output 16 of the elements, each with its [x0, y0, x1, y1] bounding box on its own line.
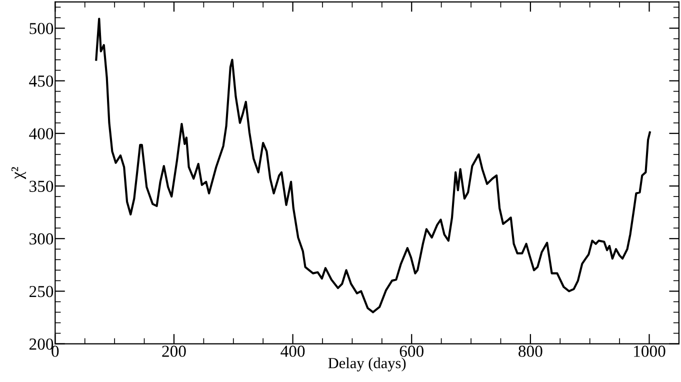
x-tick-label: 400: [280, 346, 305, 357]
line-series: [95, 18, 651, 314]
y-tick-label: 200: [30, 338, 54, 350]
y-tick-label: 250: [30, 286, 54, 298]
y-axis-title: χ²: [11, 167, 26, 180]
y-tick-label: 350: [30, 180, 54, 192]
y-tick-label: 500: [30, 22, 54, 34]
x-tick-label: 200: [162, 346, 186, 357]
y-tick-label: 400: [29, 128, 54, 140]
x-axis-title: Delay (days): [328, 358, 406, 372]
x-tick-label: 600: [400, 346, 424, 357]
y-tick-label: 300: [30, 233, 54, 245]
y-tick-label: 450: [29, 76, 54, 87]
x-tick-label: 1000: [634, 346, 666, 357]
x-tick-label: 0: [52, 346, 59, 357]
x-tick-label: 800: [518, 346, 542, 357]
